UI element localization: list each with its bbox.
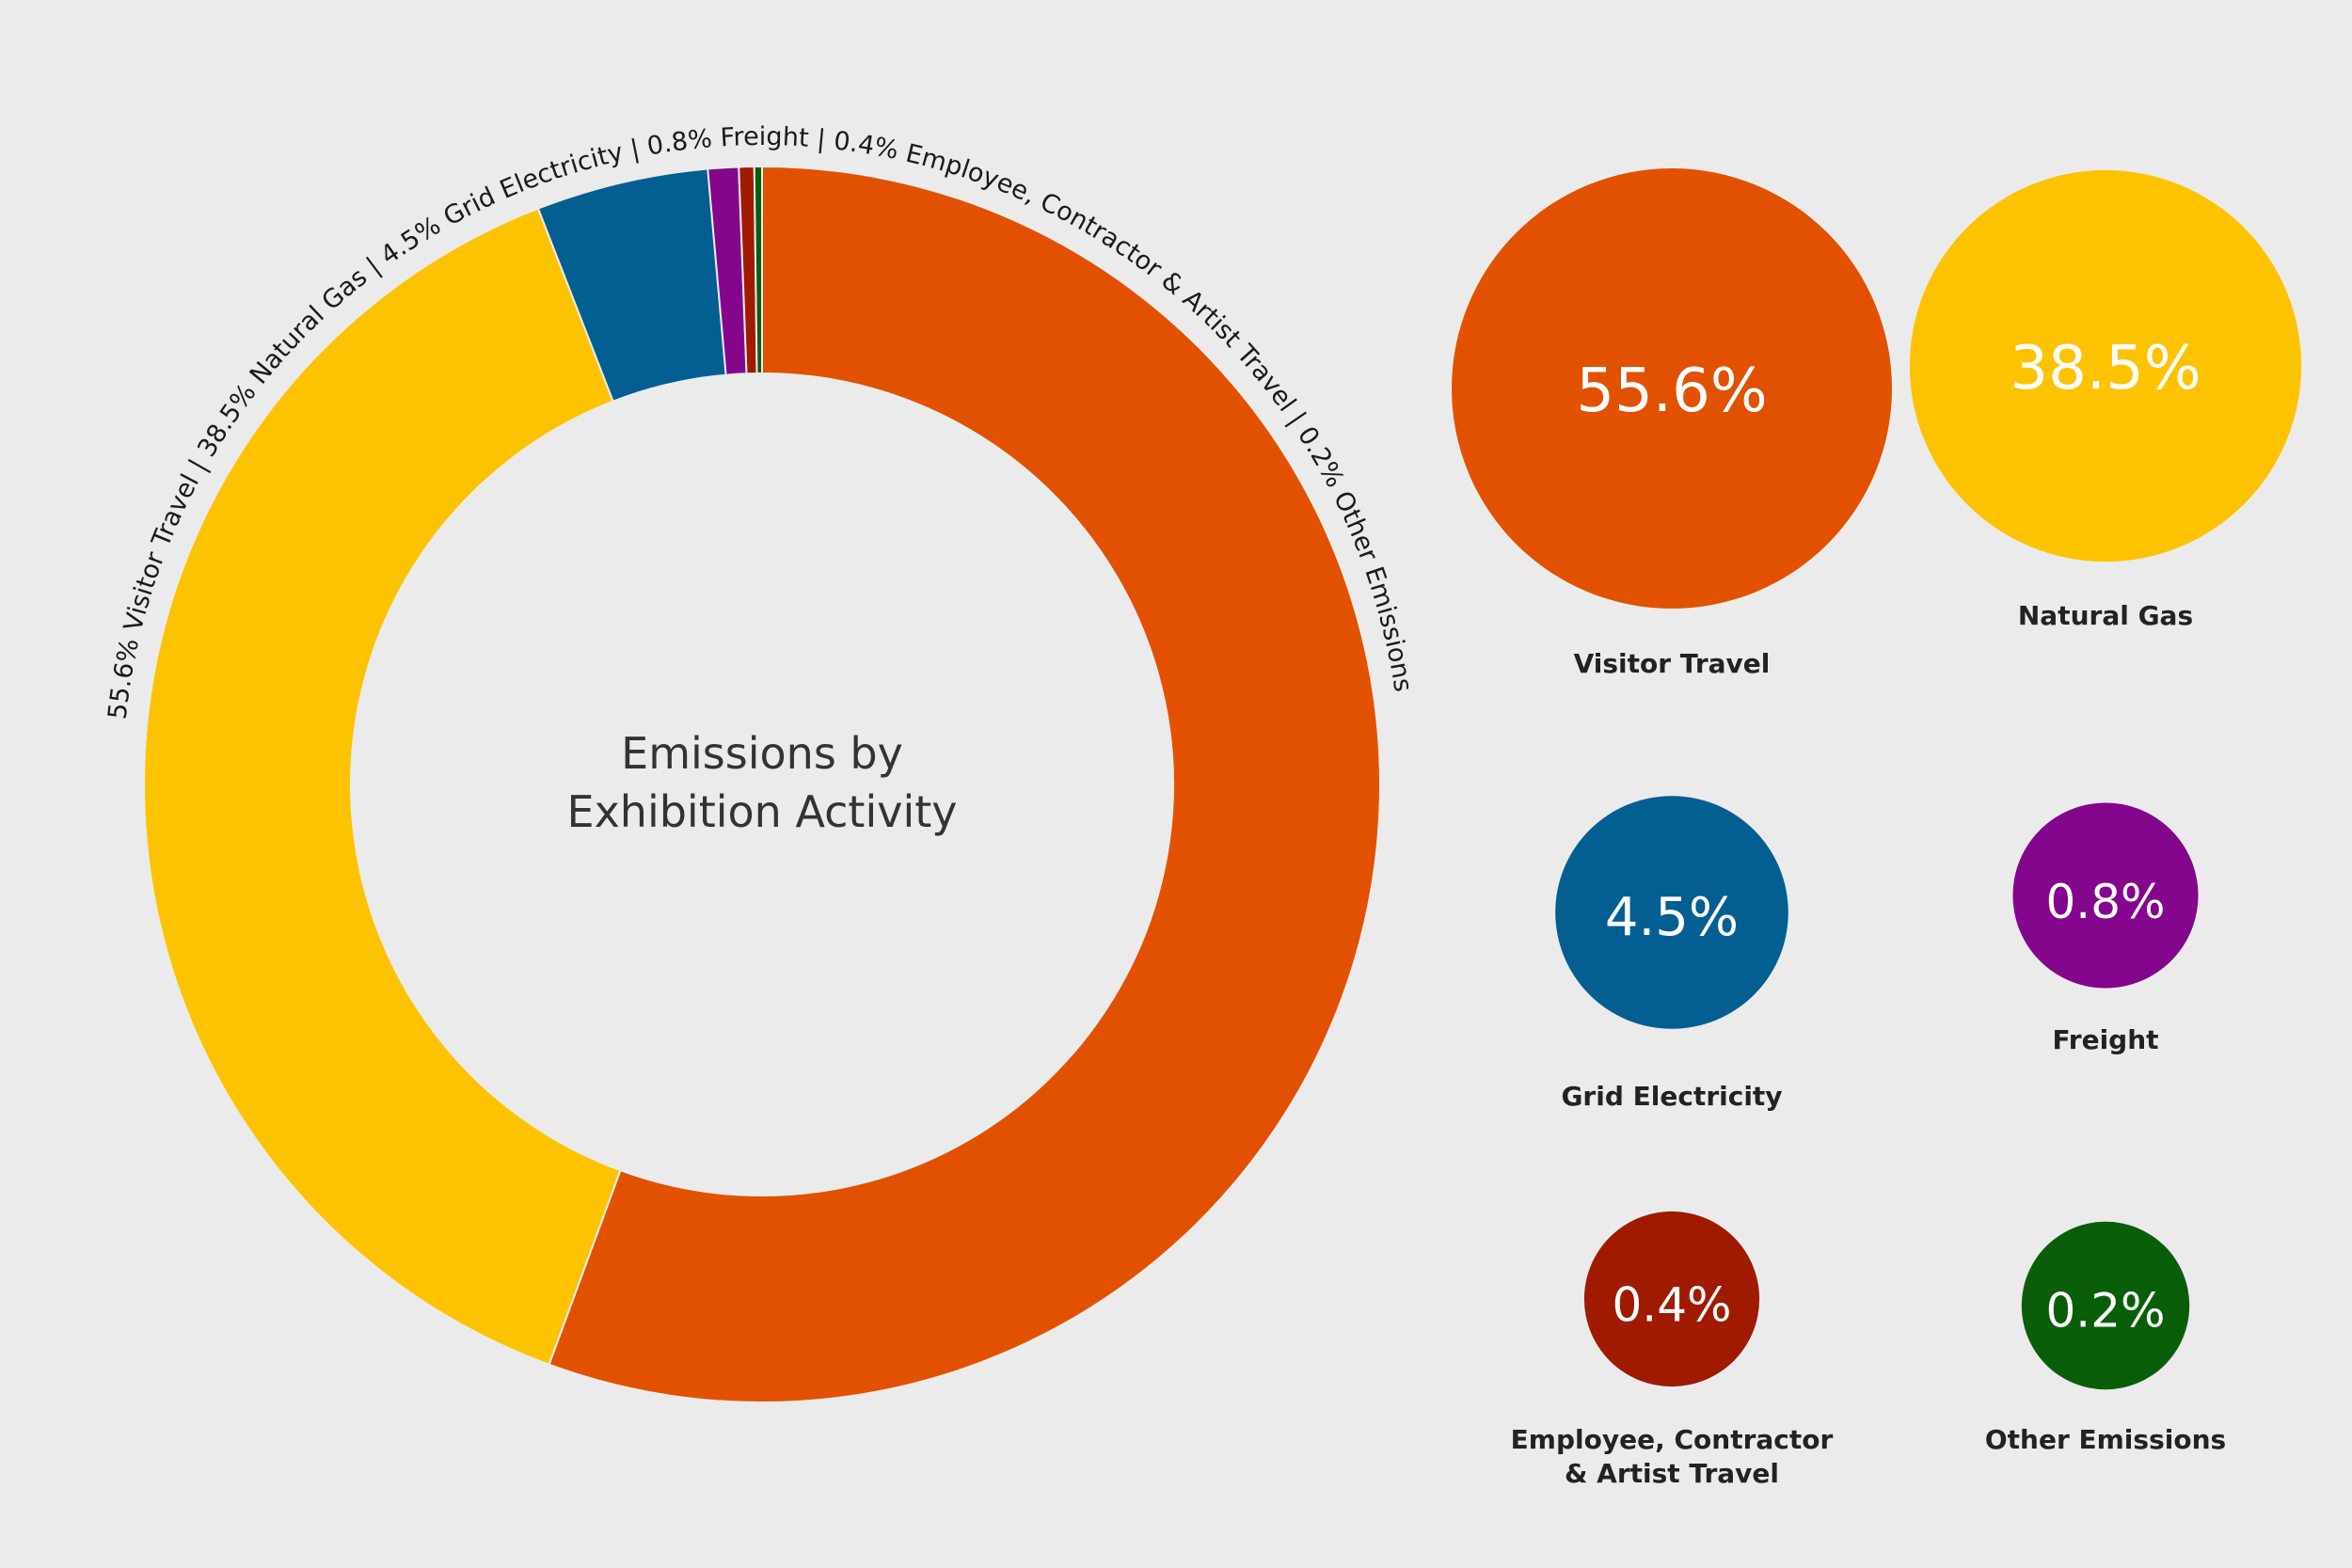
chart-title: Emissions by Exhibition Activity [567,728,958,837]
bubble-visitor-travel [1452,168,1892,609]
bubble-label-visitor-travel: Visitor Travel [1574,648,1771,679]
bubble-value-grid-electricity: 4.5% [1605,887,1739,948]
bubble-label-freight: Freight [2052,1024,2158,1055]
bubble-value-freight: 0.8% [2045,875,2165,929]
bubble-value-employee-contractor-and-artist-travel: 0.4% [1612,1277,1731,1332]
bubble-grid-electricity [1555,796,1788,1029]
bubble-natural-gas [1909,169,2302,562]
bubble-label-employee-contractor-and-artist-travel: Employee, Contractor & Artist Travel [1511,1424,1834,1489]
bubble-other-emissions [2021,1221,2190,1390]
bubble-freight [2012,802,2199,989]
bubble-value-other-emissions: 0.2% [2045,1283,2165,1338]
bubble-value-visitor-travel: 55.6% [1576,356,1767,426]
bubble-label-other-emissions: Other Emissions [1985,1424,2226,1455]
bubble-employee-contractor-and-artist-travel [1583,1211,1760,1387]
donut-slice-natural-gas [143,207,622,1367]
bubble-label-natural-gas: Natural Gas [2018,600,2193,631]
bubble-value-natural-gas: 38.5% [2010,334,2201,404]
donut-slice-other-emissions [753,165,763,375]
donut-slice-visitor-travel [548,165,1381,1403]
bubble-label-grid-electricity: Grid Electricity [1561,1081,1782,1112]
